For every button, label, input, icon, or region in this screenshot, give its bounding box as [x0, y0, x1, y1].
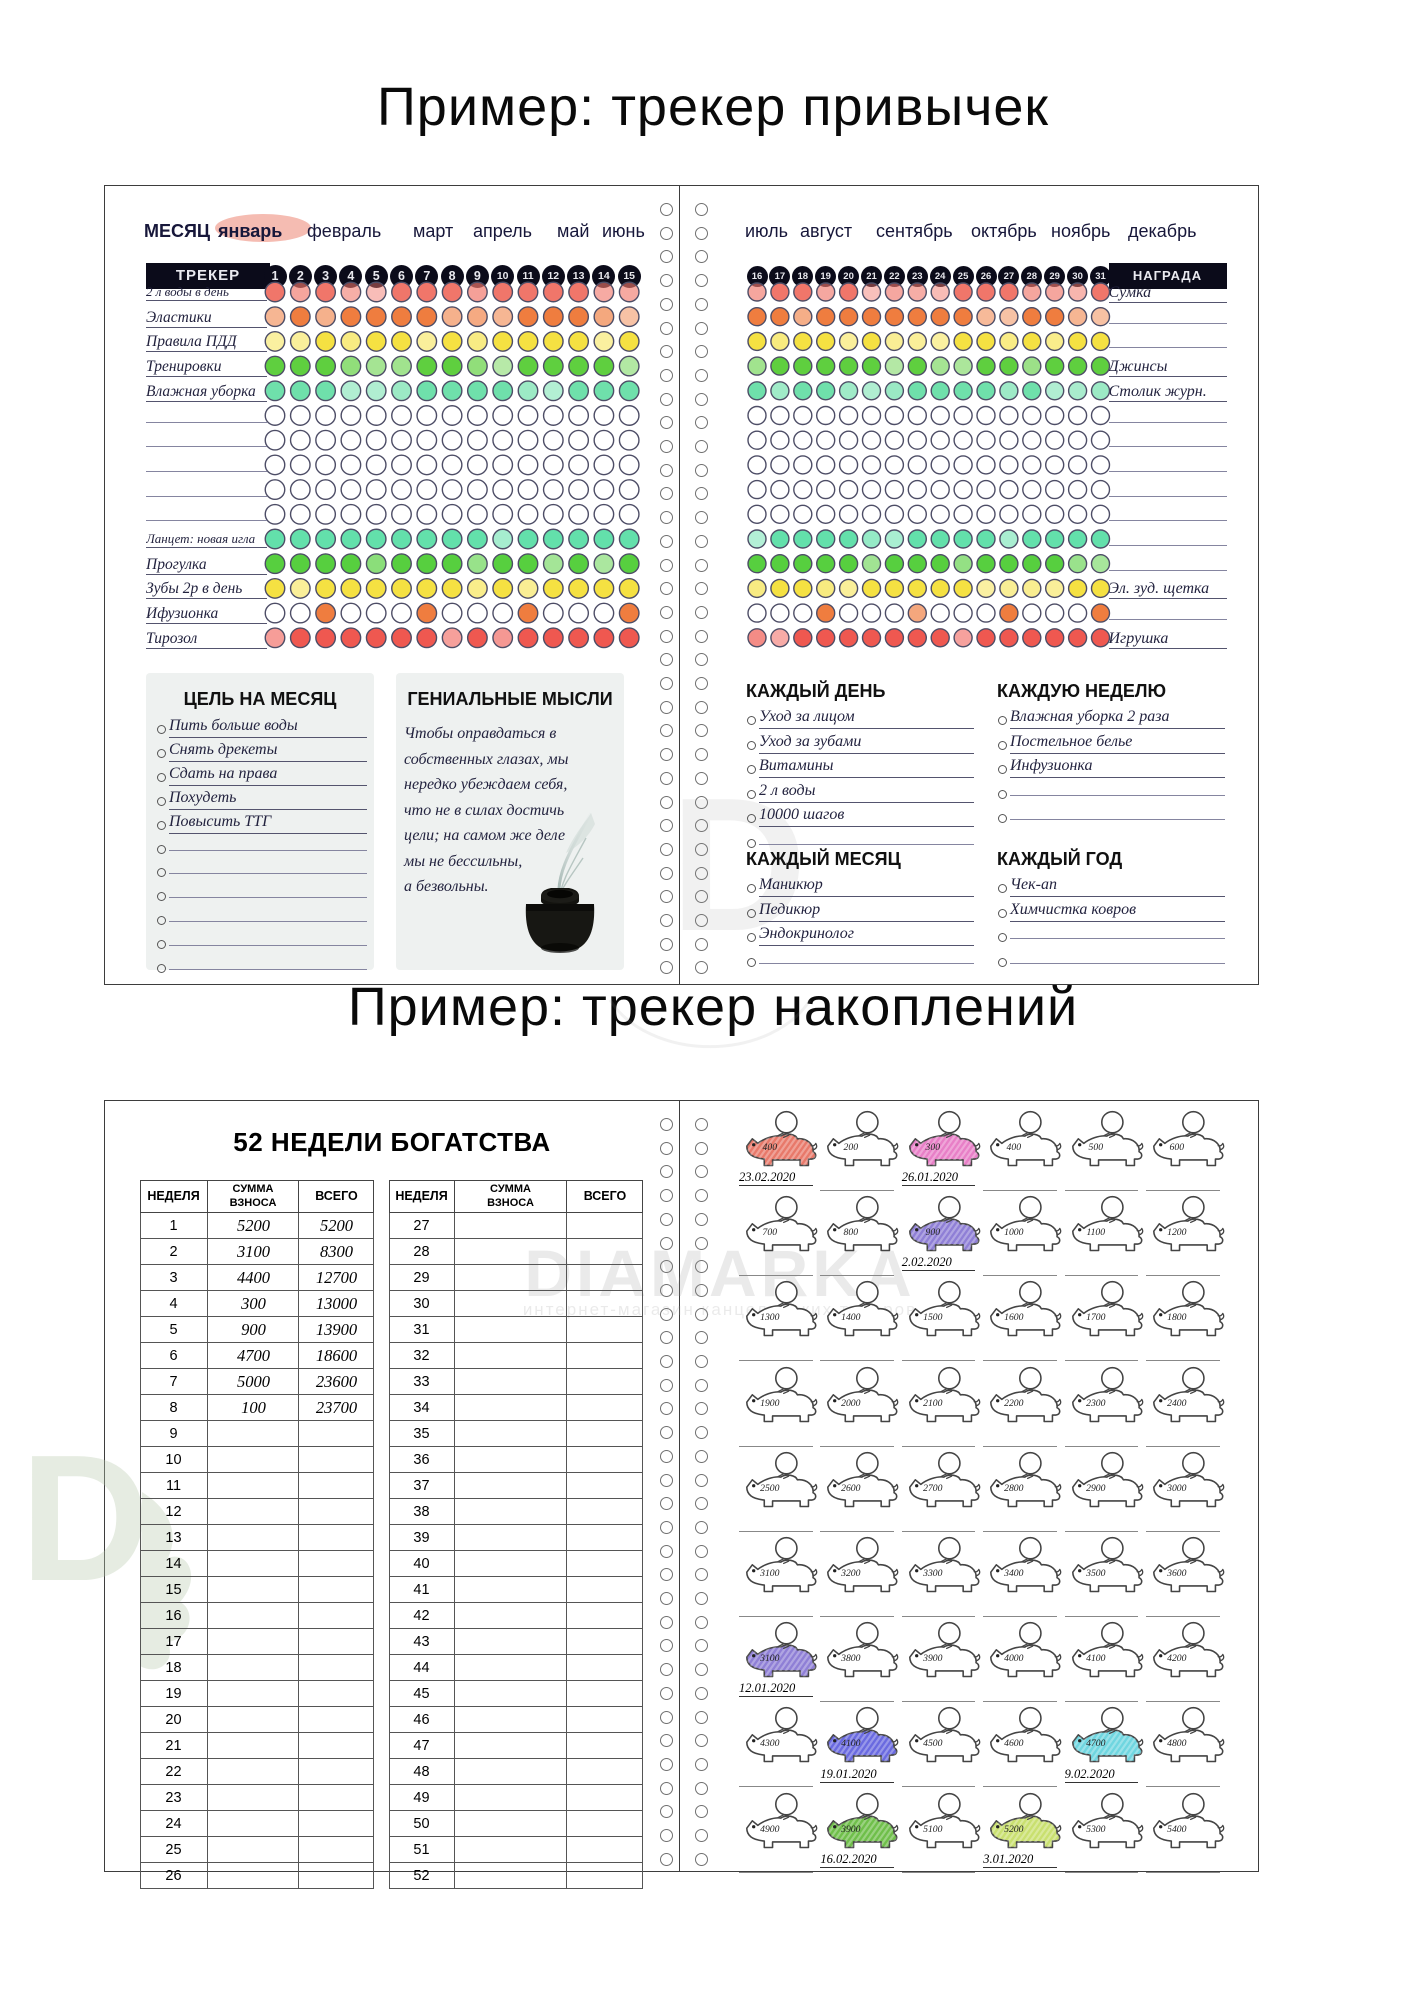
svg-text:300: 300 — [924, 1142, 940, 1153]
svg-text:D: D — [20, 1430, 150, 1619]
svg-text:3100: 3100 — [759, 1568, 779, 1579]
svg-text:3300: 3300 — [922, 1568, 942, 1579]
svg-text:600: 600 — [1170, 1142, 1185, 1153]
svg-text:1100: 1100 — [1086, 1227, 1105, 1238]
svg-text:1000: 1000 — [1004, 1227, 1023, 1238]
svg-text:2600: 2600 — [842, 1483, 861, 1494]
svg-text:1300: 1300 — [760, 1312, 779, 1323]
svg-text:1200: 1200 — [1167, 1227, 1186, 1238]
svg-text:3200: 3200 — [841, 1568, 861, 1579]
svg-text:200: 200 — [844, 1142, 859, 1153]
svg-text:4200: 4200 — [1167, 1653, 1186, 1664]
svg-text:2800: 2800 — [1004, 1483, 1023, 1494]
svg-text:3900: 3900 — [841, 1823, 861, 1834]
svg-text:3400: 3400 — [1003, 1568, 1023, 1579]
svg-text:500: 500 — [1088, 1142, 1103, 1153]
svg-text:4500: 4500 — [923, 1738, 942, 1749]
svg-text:1400: 1400 — [842, 1312, 861, 1323]
svg-text:4900: 4900 — [760, 1823, 779, 1834]
svg-text:1700: 1700 — [1086, 1312, 1105, 1323]
svg-text:2500: 2500 — [760, 1483, 779, 1494]
svg-text:4700: 4700 — [1086, 1738, 1105, 1749]
svg-text:4100: 4100 — [842, 1738, 861, 1749]
svg-text:3900: 3900 — [922, 1653, 942, 1664]
svg-text:2900: 2900 — [1086, 1483, 1105, 1494]
svg-text:2300: 2300 — [1086, 1397, 1105, 1408]
svg-text:900: 900 — [925, 1227, 940, 1238]
svg-text:1600: 1600 — [1004, 1312, 1023, 1323]
svg-text:4800: 4800 — [1167, 1738, 1186, 1749]
svg-text:3000: 3000 — [1166, 1483, 1186, 1494]
svg-text:4600: 4600 — [1004, 1738, 1023, 1749]
svg-text:700: 700 — [763, 1227, 778, 1238]
svg-text:3800: 3800 — [841, 1653, 861, 1664]
svg-text:1500: 1500 — [923, 1312, 942, 1323]
svg-text:4100: 4100 — [1086, 1653, 1105, 1664]
svg-text:5300: 5300 — [1086, 1823, 1105, 1834]
svg-text:400: 400 — [1007, 1142, 1022, 1153]
svg-text:3100: 3100 — [759, 1653, 779, 1664]
svg-text:2700: 2700 — [923, 1483, 942, 1494]
svg-text:1900: 1900 — [760, 1397, 779, 1408]
svg-text:5400: 5400 — [1167, 1823, 1186, 1834]
svg-text:1800: 1800 — [1167, 1312, 1186, 1323]
svg-text:3500: 3500 — [1085, 1568, 1105, 1579]
svg-text:2100: 2100 — [923, 1397, 942, 1408]
svg-text:4300: 4300 — [760, 1738, 779, 1749]
svg-text:800: 800 — [844, 1227, 859, 1238]
svg-text:4000: 4000 — [1004, 1653, 1023, 1664]
svg-text:2200: 2200 — [1004, 1397, 1023, 1408]
svg-text:5200: 5200 — [1004, 1823, 1023, 1834]
svg-text:3600: 3600 — [1166, 1568, 1186, 1579]
svg-text:2400: 2400 — [1167, 1397, 1186, 1408]
svg-text:5100: 5100 — [923, 1823, 942, 1834]
svg-text:400: 400 — [763, 1142, 778, 1153]
svg-text:2000: 2000 — [842, 1397, 861, 1408]
